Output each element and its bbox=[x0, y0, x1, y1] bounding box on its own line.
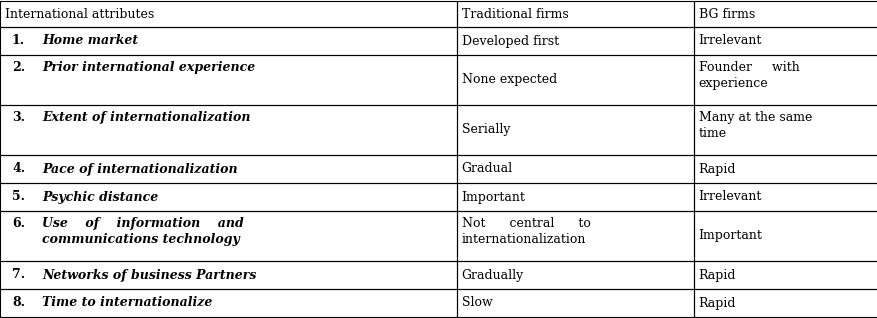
Bar bbox=[0, 1, 456, 27]
Text: Traditional firms: Traditional firms bbox=[461, 8, 567, 20]
Text: Developed first: Developed first bbox=[461, 34, 558, 47]
Text: International attributes: International attributes bbox=[5, 8, 154, 20]
Text: Founder     with
experience: Founder with experience bbox=[698, 61, 798, 90]
Bar bbox=[456, 105, 693, 155]
Text: Serially: Serially bbox=[461, 123, 510, 136]
Bar bbox=[456, 27, 693, 55]
Bar bbox=[0, 289, 456, 317]
Text: Time to internationalize: Time to internationalize bbox=[42, 296, 212, 309]
Text: Use    of    information    and
communications technology: Use of information and communications te… bbox=[42, 217, 244, 246]
Text: Rapid: Rapid bbox=[698, 162, 735, 176]
Text: Irrelevant: Irrelevant bbox=[698, 190, 761, 204]
Bar bbox=[0, 261, 456, 289]
Bar bbox=[693, 261, 877, 289]
Bar bbox=[456, 55, 693, 105]
Text: Rapid: Rapid bbox=[698, 268, 735, 281]
Bar bbox=[456, 155, 693, 183]
Bar bbox=[0, 211, 456, 261]
Bar bbox=[0, 27, 456, 55]
Bar bbox=[456, 289, 693, 317]
Bar bbox=[456, 1, 693, 27]
Bar bbox=[693, 55, 877, 105]
Text: BG firms: BG firms bbox=[698, 8, 754, 20]
Bar bbox=[693, 289, 877, 317]
Bar bbox=[693, 155, 877, 183]
Bar bbox=[0, 183, 456, 211]
Bar bbox=[456, 183, 693, 211]
Bar bbox=[0, 105, 456, 155]
Text: Gradually: Gradually bbox=[461, 268, 524, 281]
Bar bbox=[0, 55, 456, 105]
Text: Networks of business Partners: Networks of business Partners bbox=[42, 268, 256, 281]
Text: 5.: 5. bbox=[12, 190, 25, 204]
Text: Slow: Slow bbox=[461, 296, 492, 309]
Text: 8.: 8. bbox=[12, 296, 25, 309]
Bar bbox=[456, 211, 693, 261]
Text: Extent of internationalization: Extent of internationalization bbox=[42, 111, 250, 124]
Text: Irrelevant: Irrelevant bbox=[698, 34, 761, 47]
Text: Home market: Home market bbox=[42, 34, 138, 47]
Bar bbox=[693, 105, 877, 155]
Text: 2.: 2. bbox=[12, 61, 25, 74]
Text: Gradual: Gradual bbox=[461, 162, 512, 176]
Text: Important: Important bbox=[698, 230, 761, 243]
Text: 7.: 7. bbox=[12, 268, 25, 281]
Text: Important: Important bbox=[461, 190, 524, 204]
Text: Rapid: Rapid bbox=[698, 296, 735, 309]
Text: Pace of internationalization: Pace of internationalization bbox=[42, 162, 238, 176]
Bar bbox=[693, 183, 877, 211]
Text: Psychic distance: Psychic distance bbox=[42, 190, 158, 204]
Bar bbox=[693, 27, 877, 55]
Text: Not      central      to
internationalization: Not central to internationalization bbox=[461, 217, 589, 246]
Text: Prior international experience: Prior international experience bbox=[42, 61, 255, 74]
Text: 4.: 4. bbox=[12, 162, 25, 176]
Bar bbox=[693, 1, 877, 27]
Bar bbox=[456, 261, 693, 289]
Text: 6.: 6. bbox=[12, 217, 25, 230]
Text: 3.: 3. bbox=[12, 111, 25, 124]
Text: 1.: 1. bbox=[12, 34, 25, 47]
Bar bbox=[0, 155, 456, 183]
Text: Many at the same
time: Many at the same time bbox=[698, 111, 811, 140]
Bar bbox=[693, 211, 877, 261]
Text: None expected: None expected bbox=[461, 73, 556, 86]
